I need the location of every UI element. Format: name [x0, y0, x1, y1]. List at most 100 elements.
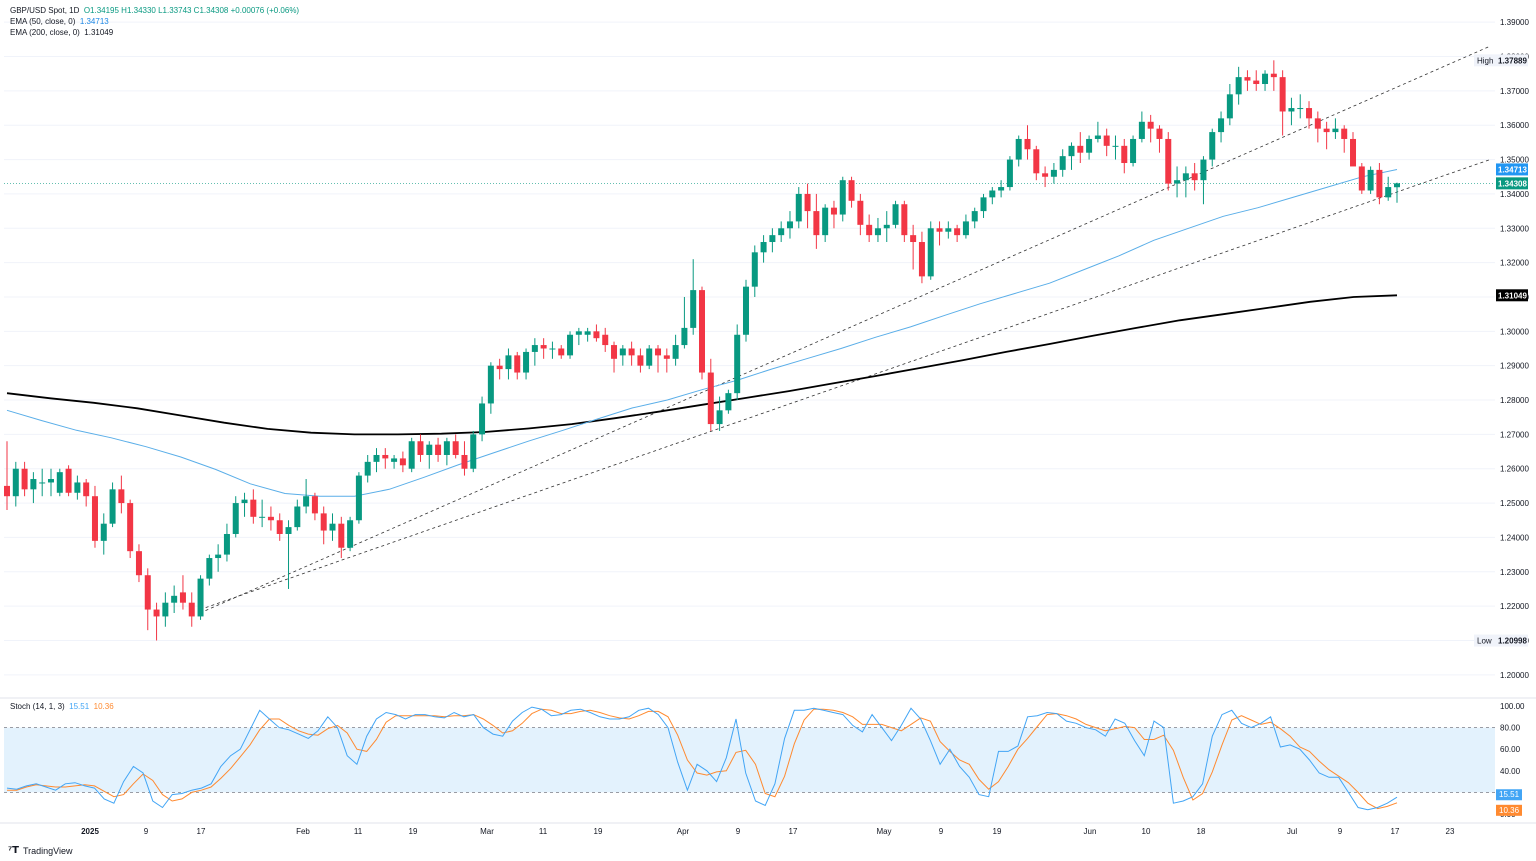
candle-body [980, 197, 987, 212]
time-tick-label: 10 [1142, 827, 1151, 836]
candle-body [1218, 118, 1225, 133]
candle [646, 345, 653, 370]
candle-body [874, 228, 881, 236]
candle-body [1314, 118, 1321, 129]
candle-body [954, 228, 961, 236]
candle-body [320, 513, 327, 531]
candle-body [1367, 169, 1374, 191]
candle [223, 523, 230, 562]
stoch-tick-label: 60.00 [1500, 745, 1521, 754]
candle-body [769, 235, 776, 243]
candle [857, 193, 864, 236]
candle-body [848, 180, 855, 201]
candle-body [927, 228, 934, 277]
candle-body [364, 461, 371, 476]
candle-body [1306, 108, 1313, 119]
candle-body [1050, 169, 1057, 177]
candle [39, 468, 46, 497]
price-tick-label: 1.24000 [1500, 533, 1529, 542]
candle [531, 338, 538, 366]
candle-body [786, 221, 793, 229]
candle [681, 296, 688, 349]
candle-body [681, 327, 688, 346]
trendlines [4, 45, 1495, 614]
candle-body [223, 533, 230, 555]
candle [1323, 121, 1330, 150]
candle-body [866, 224, 873, 236]
candle [276, 513, 283, 541]
tradingview-brand: TradingView [22, 845, 73, 856]
price-tick-label: 1.28000 [1500, 396, 1529, 405]
candle-body [1024, 138, 1031, 150]
candle [936, 221, 943, 246]
candle [690, 259, 697, 335]
candle-body [1138, 121, 1145, 139]
candle-body [602, 334, 609, 346]
candle [699, 286, 705, 380]
low-badge: Low 1.20998 [1474, 634, 1528, 647]
candle-body [65, 468, 72, 493]
candle-body [276, 520, 283, 534]
candle-body [1209, 132, 1216, 160]
candle [1174, 166, 1181, 198]
candle [329, 513, 336, 541]
candle [452, 434, 459, 459]
candle [927, 221, 934, 280]
candle [707, 358, 714, 431]
candle-body [1270, 73, 1277, 78]
stoch-k-badge [1496, 789, 1522, 801]
candle [954, 224, 961, 243]
candle-body [188, 602, 195, 617]
candle [267, 506, 274, 531]
time-tick-label: 11 [354, 827, 363, 836]
candle-body [355, 475, 362, 521]
candle-body [716, 410, 723, 425]
ema50-polyline [6, 169, 1398, 497]
candle [206, 554, 213, 586]
candle-body [1033, 149, 1040, 174]
candle [144, 568, 151, 631]
time-tick-label: 19 [993, 827, 1002, 836]
price-tick-label: 1.22000 [1500, 602, 1529, 611]
time-tick-label: 2025 [81, 827, 99, 836]
stoch-tick-label: 40.00 [1500, 767, 1521, 776]
stoch-band [4, 727, 1495, 793]
candle [127, 499, 134, 559]
candle [751, 245, 758, 297]
candle-body [549, 348, 556, 350]
candle [795, 187, 802, 229]
candle-body [1130, 138, 1137, 164]
price-tick-label: 1.30000 [1500, 327, 1529, 336]
candle [1050, 163, 1057, 184]
candle [883, 211, 890, 243]
tradingview-logo[interactable]: ⁷𝗧 TradingView [8, 845, 72, 856]
candle [391, 454, 398, 469]
candle [1121, 138, 1128, 174]
candle [628, 341, 635, 366]
candle-body [408, 441, 415, 469]
candle [549, 341, 556, 359]
candle [734, 324, 741, 401]
candle-body [100, 523, 107, 541]
close-badge: 1.34308 [1496, 177, 1528, 190]
time-tick-label: 11 [539, 827, 548, 836]
candle-body [1279, 77, 1286, 112]
candle-body [294, 506, 301, 528]
candle [989, 187, 996, 205]
price-tick-label: 1.25000 [1500, 499, 1529, 508]
candle-body [426, 444, 433, 455]
candle [109, 482, 116, 528]
candle [320, 506, 327, 545]
candle-body [1350, 138, 1357, 167]
price-tick-label: 1.26000 [1500, 465, 1529, 474]
ema50-legend: EMA (50, close, 0) 1.34713 [10, 17, 109, 27]
price-tick-label: 1.33000 [1500, 224, 1529, 233]
candle-body [1094, 135, 1101, 139]
candle [1341, 125, 1348, 153]
candle [742, 279, 749, 342]
time-tick-label: 17 [197, 827, 206, 836]
candle-body [1235, 77, 1242, 95]
candle [971, 207, 978, 229]
price-tick-label: 1.32000 [1500, 259, 1529, 268]
